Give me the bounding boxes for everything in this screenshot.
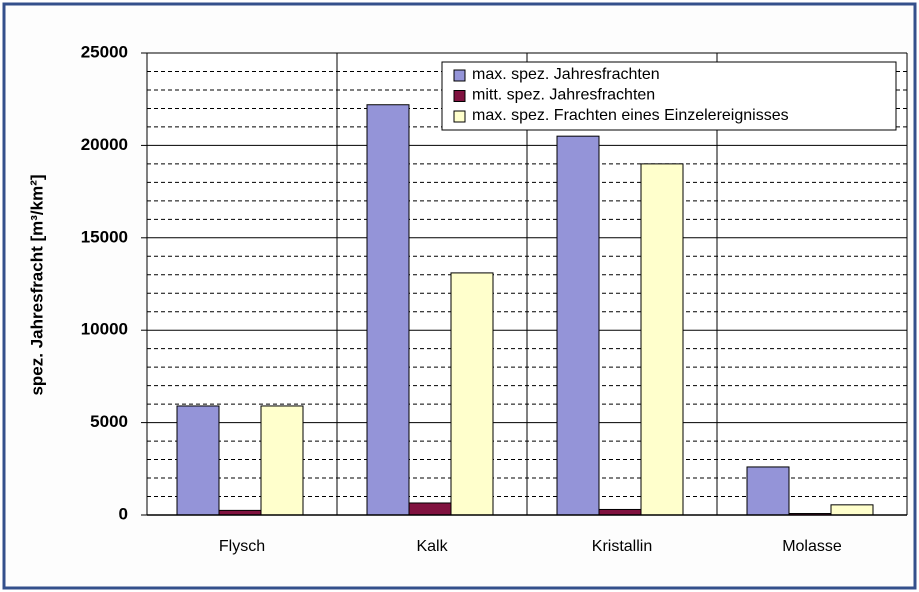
- bar: [746, 466, 790, 516]
- bar: [830, 504, 874, 516]
- legend-label: max. spez. Jahresfrachten: [472, 66, 660, 83]
- bar: [640, 163, 684, 516]
- y-tick-label: 25000: [81, 42, 128, 61]
- bar: [408, 502, 452, 516]
- bar: [556, 135, 600, 516]
- x-tick-label: Flysch: [219, 538, 265, 555]
- y-tick-label: 0: [119, 504, 128, 523]
- x-tick-label: Kristallin: [592, 538, 652, 555]
- bar: [260, 405, 304, 516]
- y-axis-label: spez. Jahresfracht [m³/km²]: [27, 174, 46, 395]
- legend-label: max. spez. Frachten eines Einzelereignis…: [472, 107, 789, 124]
- bar: [176, 405, 220, 516]
- legend-swatch: [453, 69, 466, 82]
- bar: [366, 104, 410, 516]
- y-tick-label: 10000: [81, 320, 128, 339]
- bar: [598, 508, 642, 516]
- legend-label: mitt. spez. Jahresfrachten: [472, 87, 655, 104]
- legend-swatch: [453, 90, 466, 102]
- legend-swatch: [453, 110, 466, 123]
- bar: [450, 272, 494, 516]
- x-tick-label: Kalk: [416, 538, 448, 555]
- y-tick-label: 20000: [81, 135, 128, 154]
- y-tick-label: 5000: [90, 412, 128, 431]
- y-tick-label: 15000: [81, 227, 128, 246]
- x-tick-label: Molasse: [782, 538, 842, 555]
- legend-box: [441, 61, 897, 131]
